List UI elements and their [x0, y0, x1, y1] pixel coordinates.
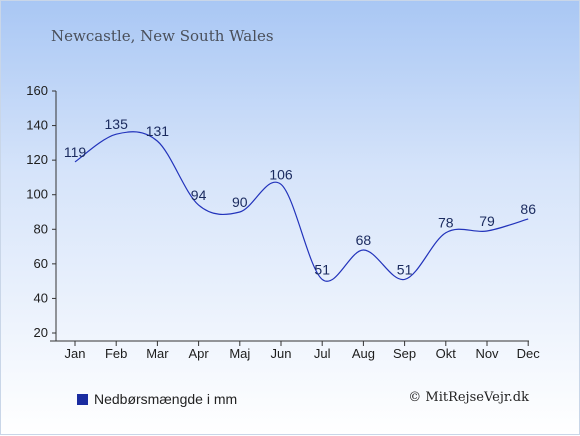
x-tick-label: Nov: [475, 346, 499, 361]
data-label: 51: [397, 261, 413, 277]
x-tick-label: Okt: [436, 346, 457, 361]
credit-text: © MitRejseVejr.dk: [408, 390, 529, 405]
data-label: 78: [438, 215, 454, 231]
data-label: 131: [146, 123, 170, 139]
x-tick-label: Jun: [271, 346, 292, 361]
data-label: 119: [64, 144, 87, 160]
data-label: 51: [314, 261, 330, 277]
x-tick-label: Mar: [146, 346, 169, 361]
chart-title: Newcastle, New South Wales: [51, 27, 274, 45]
y-tick-label: 60: [34, 256, 48, 271]
x-tick-label: Jul: [314, 346, 331, 361]
data-label: 135: [105, 116, 129, 132]
axes: [50, 91, 529, 342]
data-label: 79: [479, 213, 495, 229]
legend-label: Nedbørsmængde i mm: [94, 391, 238, 407]
y-tick-label: 80: [34, 221, 48, 236]
tick-labels: 20 40 60 80 100 120 140 160 Jan Feb Mar Apr Maj Jun Ju…: [26, 83, 540, 361]
y-tick-label: 100: [26, 187, 48, 202]
y-tick-label: 40: [34, 290, 48, 305]
data-label: 68: [356, 232, 372, 248]
x-tick-label: Feb: [105, 346, 127, 361]
data-labels: 119 135 131 94 90 106 51 68 51 78 79 86: [64, 116, 536, 277]
data-label: 86: [520, 201, 536, 217]
data-label: 106: [269, 166, 293, 182]
x-tick-label: Aug: [352, 346, 375, 361]
x-tick-label: Jan: [65, 346, 86, 361]
legend-swatch: [77, 393, 88, 405]
y-tick-label: 140: [26, 118, 48, 133]
y-tick-label: 20: [34, 325, 48, 340]
series-layer: [74, 131, 529, 282]
x-tick-label: Dec: [517, 346, 541, 361]
data-label: 94: [191, 187, 207, 203]
series-line: [74, 131, 529, 282]
y-tick-label: 160: [26, 83, 48, 98]
y-tick-label: 120: [26, 152, 48, 167]
x-tick-label: Maj: [229, 346, 250, 361]
legend: Nedbørsmængde i mm: [77, 391, 237, 407]
x-tick-label: Apr: [188, 346, 209, 361]
data-label: 90: [232, 194, 248, 210]
x-tick-label: Sep: [393, 346, 416, 361]
